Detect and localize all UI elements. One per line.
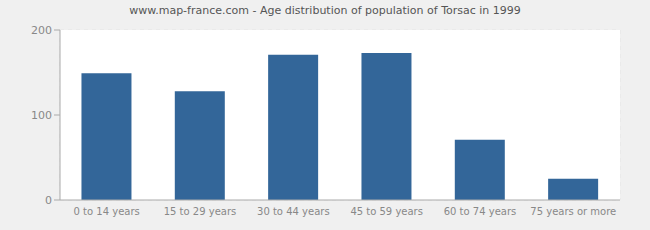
svg-text:100: 100	[31, 109, 52, 122]
svg-text:30 to 44 years: 30 to 44 years	[257, 206, 330, 217]
svg-text:15 to 29 years: 15 to 29 years	[164, 206, 237, 217]
svg-text:200: 200	[31, 24, 52, 37]
svg-text:60 to 74 years: 60 to 74 years	[444, 206, 517, 217]
html-text:www.map-france.com - Age distr: www.map-france.com - Age distribution of…	[129, 4, 521, 17]
svg-text:45 to 59 years: 45 to 59 years	[350, 206, 423, 217]
svg-text:0 to 14 years: 0 to 14 years	[74, 206, 140, 217]
svg-text:75 years or more: 75 years or more	[530, 206, 616, 217]
svg-text:0: 0	[45, 194, 52, 207]
